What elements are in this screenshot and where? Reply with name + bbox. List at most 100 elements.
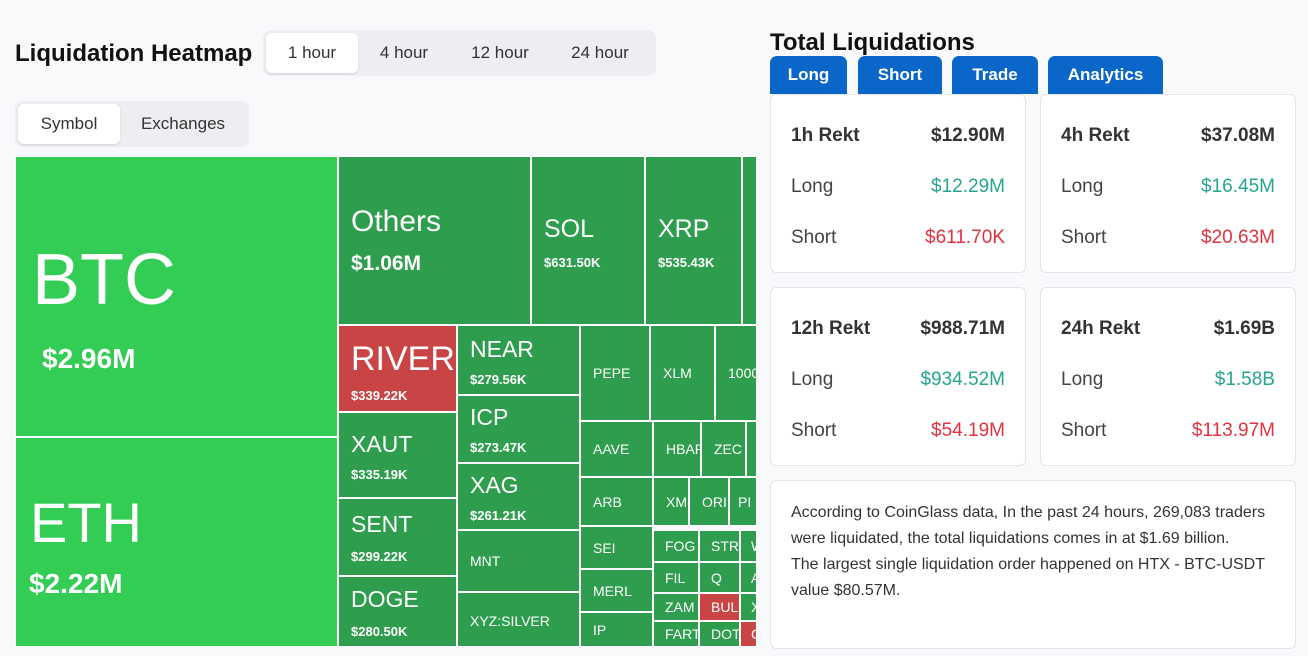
heatmap-tile[interactable]: XYZ:SILVER [457,592,580,647]
tile-value: $2.22M [29,568,123,599]
tab-button[interactable]: Analytics [1048,56,1163,94]
heatmap-tile[interactable]: XM [653,477,689,526]
tile-symbol: XYZ:SILVER [470,613,550,629]
heatmap-tile[interactable]: SEI [580,526,653,569]
heatmap-tile[interactable]: STR [699,530,740,562]
heatmap-tile[interactable]: BTC $2.96M [15,156,338,437]
tile-symbol: MERL [593,583,632,599]
rekt-card: 1h Rekt $12.90M Long $12.29M Short $611.70K [770,94,1026,273]
tile-value: $273.47K [470,440,527,455]
heatmap-tile[interactable]: MNT [457,530,580,592]
tile-symbol: Q [711,570,722,586]
heatmap-tile[interactable]: SOL $631.50K [531,156,645,325]
heatmap-tile[interactable]: BUL [699,593,740,621]
heatmap-tile[interactable]: ARB [580,477,653,526]
heatmap-tile[interactable]: ICP $273.47K [457,395,580,463]
heatmap-tile[interactable]: FOG [653,530,699,562]
row-value: $54.19M [931,420,1005,441]
tile-symbol: RIVER [351,340,455,378]
card-row: Long $934.52M [791,369,1005,391]
tab[interactable]: Symbol [18,104,120,144]
tile-symbol: ARB [593,494,622,510]
tile-value: $299.22K [351,549,408,564]
heatmap-tile[interactable]: MERL [580,569,653,612]
heatmap-tile[interactable]: ZAM [653,593,699,621]
heatmap-tile[interactable]: C [740,621,757,647]
tab-button[interactable]: Trade [952,56,1038,94]
heatmap-tile[interactable]: FIL [653,562,699,593]
tab[interactable]: 1 hour [266,33,358,73]
heatmap-tile[interactable]: ETH $2.22M [15,437,338,647]
tile-value: $631.50K [544,255,601,270]
card-total: $1.69B [1213,318,1275,339]
card-title: 4h Rekt [1061,125,1130,146]
tab[interactable]: 24 hour [571,43,629,62]
row-value: $934.52M [920,369,1005,390]
rekt-card: 12h Rekt $988.71M Long $934.52M Short $54.19M [770,287,1026,466]
heatmap-tile[interactable]: PI [729,477,757,526]
tile-value: $535.43K [658,255,715,270]
row-value: $20.63M [1201,227,1275,248]
tile-symbol: PEPE [593,365,631,381]
heatmap-tile[interactable]: RIVER $339.22K [338,325,457,412]
tab[interactable]: 12 hour [471,43,529,62]
card-header: 4h Rekt $37.08M [1061,125,1275,147]
card-title: 24h Rekt [1061,318,1141,339]
tile-symbol: 1000 [728,365,757,381]
heatmap-tile[interactable]: X [740,593,757,621]
heatmap-tile[interactable]: Q [699,562,740,593]
tile-symbol: A [751,570,756,586]
heatmap-tile[interactable]: AAVE [580,421,653,477]
heatmap-tile[interactable]: FART [653,621,699,647]
heatmap-tile[interactable]: 1000 [715,325,757,421]
heatmap-tile [746,421,757,477]
tile-symbol: SENT [351,511,413,537]
tab[interactable]: Exchanges [140,114,226,133]
tile-symbol: STR [711,538,739,554]
tile-symbol: HBAR [666,441,700,457]
heatmap-tile[interactable]: DOGE $280.50K [338,576,457,647]
tab-button[interactable]: Short [858,56,942,94]
tile-value: $335.19K [351,467,408,482]
tile-symbol: BTC [32,240,176,320]
heatmap-tile[interactable]: W [740,530,757,562]
tab-button[interactable]: Long [770,56,847,94]
card-header: 1h Rekt $12.90M [791,125,1005,147]
heatmap-tile[interactable]: DOT [699,621,740,647]
tile-symbol: ZAM [665,599,695,615]
heatmap-tile[interactable]: NEAR $279.56K [457,325,580,395]
time-tabs: 1 hour 4 hour 12 hour 24 hour [263,30,656,76]
heatmap-tile[interactable]: ORI [689,477,729,526]
tile-symbol: W [751,538,756,554]
rekt-card: 24h Rekt $1.69B Long $1.58B Short $113.97M [1040,287,1296,466]
tile-symbol: XAUT [351,431,413,457]
row-value: $12.29M [931,176,1005,197]
heatmap-tile[interactable]: XRP $535.43K [645,156,742,325]
heatmap-tile[interactable]: HBAR [653,421,701,477]
heatmap-tile[interactable]: XAUT $335.19K [338,412,457,498]
heatmap-tile [742,156,757,325]
tile-symbol: PI [738,494,752,510]
row-value: $1.58B [1214,369,1275,390]
heatmap-tile[interactable]: SENT $299.22K [338,498,457,576]
summary: According to CoinGlass data, In the past… [770,480,1296,649]
heatmap-tile[interactable]: Others $1.06M [338,156,531,325]
heatmap-tile[interactable]: XLM [650,325,715,421]
card-total: $12.90M [931,125,1005,146]
tile-symbol: FIL [665,570,686,586]
tab[interactable]: 4 hour [379,43,429,62]
heatmap-tile[interactable]: IP [580,612,653,647]
tile-symbol: XRP [658,215,710,243]
heatmap-tile[interactable]: ZEC [701,421,746,477]
card-title: 1h Rekt [791,125,860,146]
card-row: Long $12.29M [791,176,1005,198]
tile-symbol: SEI [593,540,616,556]
heatmap-tile[interactable]: A [740,562,757,593]
card-row: Short $113.97M [1061,420,1275,442]
heatmap-tile[interactable]: PEPE [580,325,650,421]
tile-symbol: ICP [470,404,509,430]
row-label: Long [1061,369,1104,390]
rekt-card: 4h Rekt $37.08M Long $16.45M Short $20.63M [1040,94,1296,273]
heatmap-tile[interactable]: XAG $261.21K [457,463,580,530]
